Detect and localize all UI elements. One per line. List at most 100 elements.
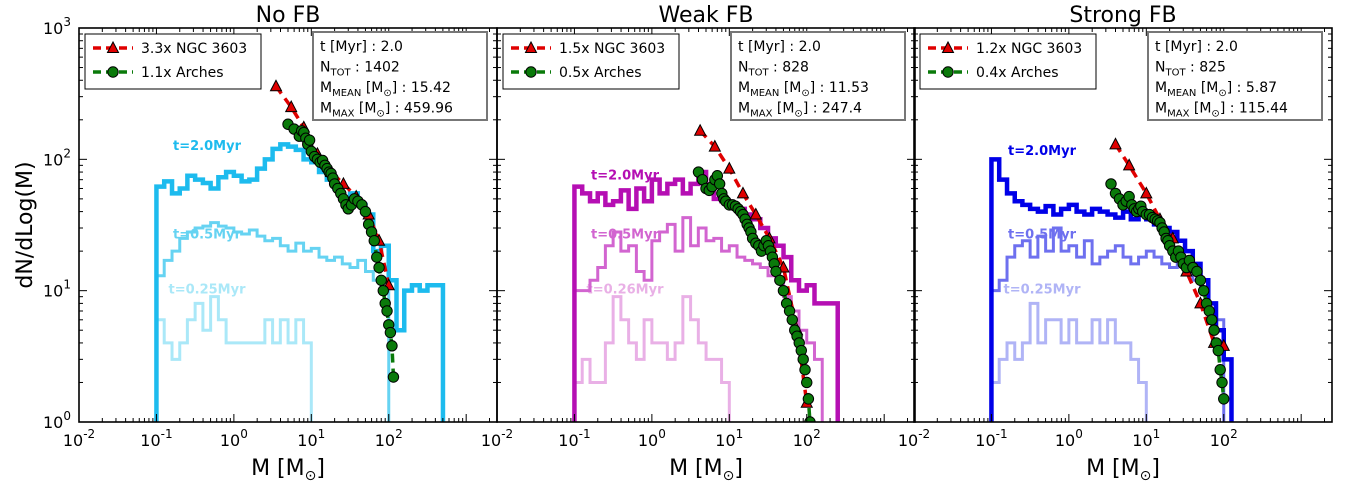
plot-area: t=0.26Myr t=0.5Myr t=2.0Myr [572, 123, 840, 422]
info-sub: MEAN [750, 88, 779, 99]
legend-entry: 0.5x Arches [559, 65, 642, 81]
y-tick-label: 102 [43, 146, 71, 169]
info-text: [M [361, 80, 383, 96]
info-value: ] : 5.87 [1227, 80, 1277, 96]
x-tick-label: 100 [638, 427, 666, 450]
info-sub: TOT [1164, 68, 1186, 79]
arches-marker [1212, 344, 1224, 357]
x-tick-label: 102 [375, 427, 403, 450]
series-label: t=0.26Myr [587, 283, 665, 298]
arches-marker [786, 314, 798, 326]
info-line: NTOT : 828 [738, 60, 809, 79]
arches-marker [802, 393, 815, 405]
x-tick-label: 100 [1055, 427, 1083, 450]
arches-marker [1206, 314, 1218, 326]
x-tick-label: 10-2 [898, 427, 930, 450]
x-tick-label: 10-2 [481, 427, 513, 450]
ngc-marker [269, 79, 283, 92]
x-tick-label: 102 [1210, 427, 1238, 450]
plot-area: t=0.25Myr t=0.5Myr t=2.0Myr [989, 137, 1234, 422]
series-label: t=0.5Myr [591, 227, 660, 242]
legend-arches-marker [525, 66, 537, 78]
y-tick-label: 100 [43, 409, 71, 432]
series-label: t=0.5Myr [173, 227, 242, 242]
arches-marker [1216, 376, 1228, 389]
legend-entry: 0.4x Arches [976, 65, 1059, 81]
x-tick-exp: -1 [161, 427, 173, 441]
panel-title: Strong FB [1069, 3, 1176, 28]
arches-marker [797, 353, 809, 366]
legend-entry: 1.2x NGC 3603 [976, 41, 1082, 57]
x-axis-label: M [M⊙] [251, 456, 325, 483]
panel-title: No FB [256, 3, 321, 28]
x-tick-label: 100 [220, 427, 248, 450]
y-tick-exp: 2 [63, 146, 71, 160]
x-tick-exp: -2 [501, 427, 513, 441]
arches-marker [303, 134, 316, 146]
y-tick-exp: 1 [63, 278, 71, 292]
info-text: [M [1196, 80, 1218, 96]
x-tick-exp: 2 [395, 427, 403, 441]
info-sym: ⊙ [376, 109, 384, 120]
series-label: t=2.0Myr [1008, 144, 1077, 159]
x-tick-exp: 2 [1230, 427, 1238, 441]
panel-1: t=0.25Myr t=0.5Myr t=2.0Myr No FB 10-2 1 0 -1 10… [43, 3, 498, 483]
x-tick-exp: 0 [1075, 427, 1083, 441]
x-tick-exp: 2 [813, 427, 821, 441]
series-label: t=0.25Myr [169, 283, 247, 298]
info-line: t [Myr] : 2.0 [1155, 39, 1238, 55]
legend: 1.2x NGC 3603 0.4x Arches [919, 33, 1097, 90]
arches-marker [375, 274, 387, 286]
info-value: ] : 11.53 [810, 80, 869, 96]
ngc-marker [693, 123, 707, 136]
info-sub: MEAN [1167, 88, 1196, 99]
arches-marker [387, 371, 400, 383]
arches-marker [381, 305, 393, 317]
series-label: t=0.5Myr [1008, 227, 1077, 242]
arches-marker [774, 274, 786, 286]
info-sub: MEAN [332, 88, 361, 99]
y-tick-exp: 3 [63, 15, 71, 29]
x-label-close: ] [316, 456, 325, 481]
legend-ngc-marker [106, 40, 120, 53]
arches-marker [713, 178, 726, 190]
info-text: : 1402 [351, 60, 400, 76]
series-label: t=2.0Myr [173, 139, 242, 154]
info-line: t [Myr] : 2.0 [738, 39, 821, 55]
x-label-close: ] [1151, 456, 1160, 481]
legend: 3.3x NGC 3603 1.1x Arches [84, 33, 262, 90]
series-label: t=2.0Myr [591, 169, 660, 184]
ngc-marker [722, 161, 736, 174]
legend-ngc-marker [524, 40, 538, 53]
x-tick-exp: -1 [579, 427, 591, 441]
x-tick-exp: 0 [658, 427, 666, 441]
arches-marker [1194, 274, 1207, 286]
x-label-close: ] [734, 456, 743, 481]
x-tick-exp: 1 [1153, 427, 1161, 441]
legend-box [919, 33, 1097, 90]
info-sub: MAX [750, 109, 772, 120]
legend-entry: 3.3x NGC 3603 [141, 41, 247, 57]
legend-arches-marker [942, 66, 954, 78]
histogram-t=0.5Myr [154, 221, 391, 422]
ngc-marker [1109, 137, 1122, 150]
y-tick-exp: 0 [63, 409, 71, 423]
info-line: t [Myr] : 2.0 [320, 39, 403, 55]
x-tick-label: 101 [1132, 427, 1160, 450]
info-frame [1147, 31, 1323, 121]
info-sym: ⊙ [1218, 88, 1226, 99]
info-sub: TOT [329, 68, 351, 79]
x-label-sym: ⊙ [723, 468, 735, 483]
info-value: ] : 247.4 [803, 101, 862, 117]
x-axis-label: M [M⊙] [669, 456, 743, 483]
ngc-marker [1139, 186, 1153, 199]
arches-marker [1105, 178, 1117, 190]
info-sub: MAX [332, 109, 354, 120]
x-tick-label: 10-2 [63, 427, 95, 450]
y-tick-label: 103 [43, 15, 71, 38]
x-tick-label: 10-1 [975, 427, 1007, 450]
series-label: t=0.25Myr [1004, 283, 1082, 298]
ngc-marker [284, 99, 298, 113]
